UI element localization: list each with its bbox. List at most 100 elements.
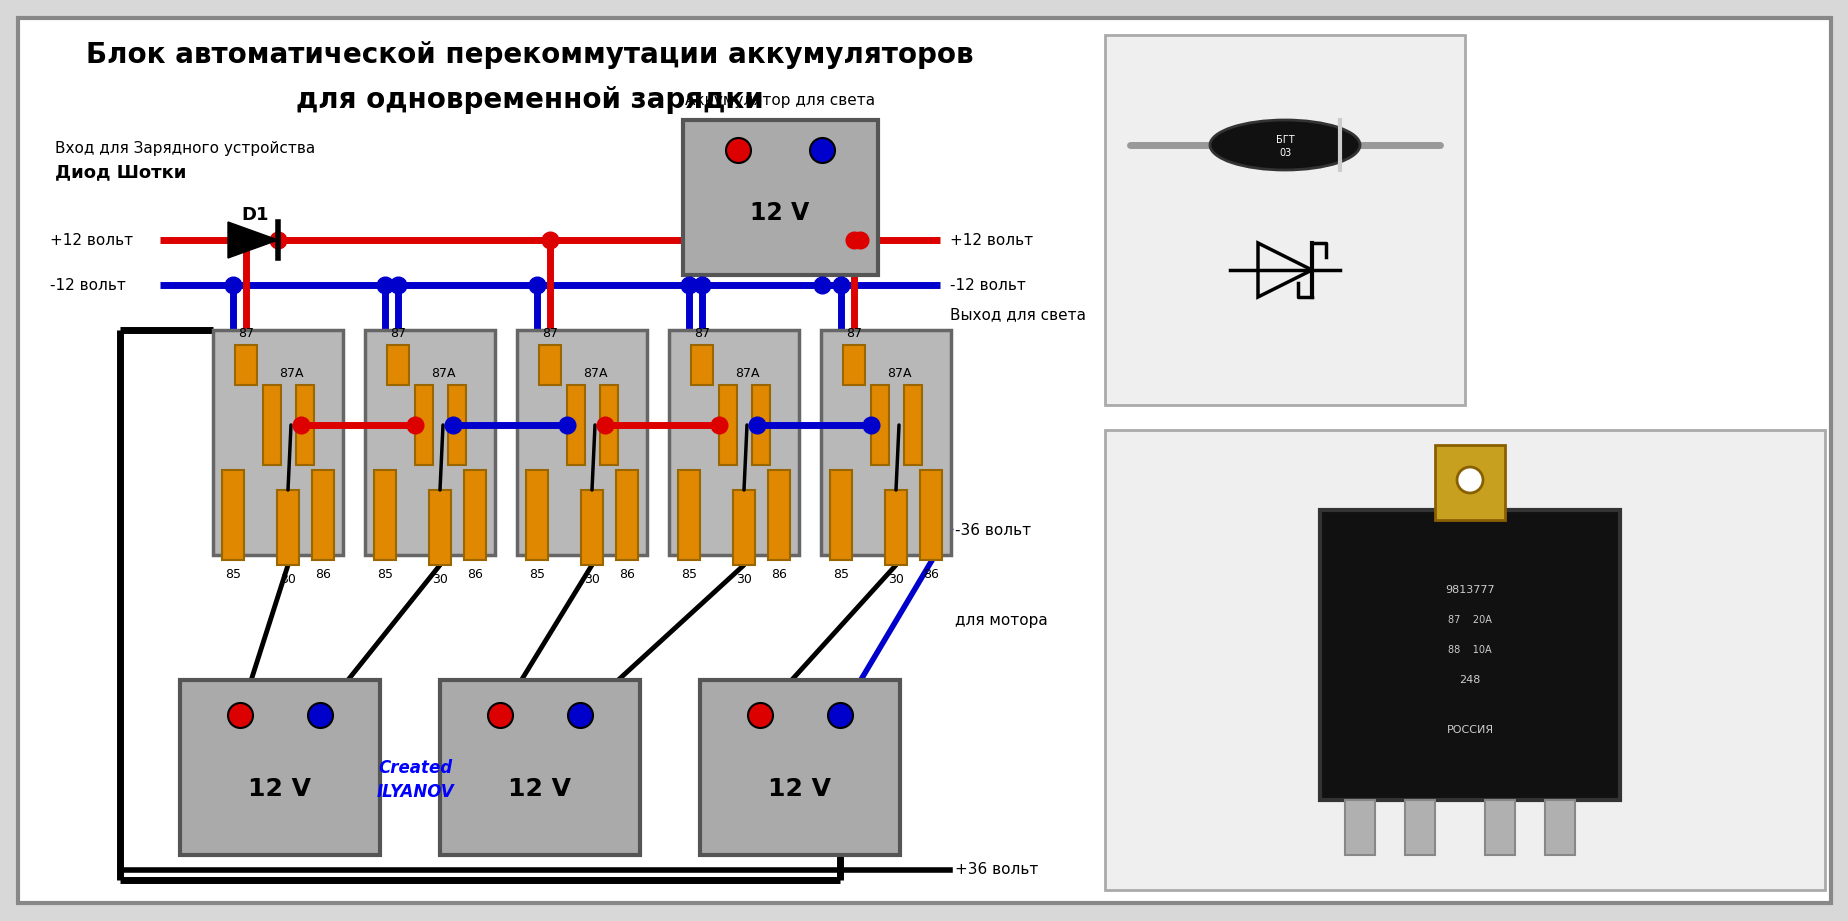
Text: Вход для Зарядного устройства: Вход для Зарядного устройства: [55, 141, 314, 156]
Text: Диод Шотки: Диод Шотки: [55, 163, 187, 181]
Text: 85: 85: [377, 568, 394, 581]
Bar: [1343, 800, 1375, 855]
Text: 86: 86: [314, 568, 331, 581]
Text: +12 вольт: +12 вольт: [50, 232, 133, 248]
Text: 87A: 87A: [279, 367, 303, 380]
Bar: [599, 385, 617, 465]
Text: 86: 86: [922, 568, 939, 581]
Bar: [904, 385, 922, 465]
Bar: [885, 490, 907, 565]
Bar: [682, 120, 878, 275]
Bar: [213, 330, 344, 555]
Text: 12 V: 12 V: [508, 776, 571, 800]
Ellipse shape: [1456, 467, 1482, 493]
Bar: [517, 330, 647, 555]
Text: +36 вольт: +36 вольт: [954, 862, 1039, 878]
Text: 30: 30: [887, 573, 904, 586]
Bar: [580, 490, 602, 565]
Text: 12 V: 12 V: [769, 776, 832, 800]
Text: -36 вольт: -36 вольт: [954, 522, 1031, 538]
Text: -12 вольт: -12 вольт: [50, 277, 126, 293]
Text: -12 вольт: -12 вольт: [950, 277, 1026, 293]
Bar: [312, 470, 334, 560]
Text: 87: 87: [846, 327, 861, 340]
Text: 9813777: 9813777: [1445, 585, 1493, 595]
Text: для одновременной зарядки: для одновременной зарядки: [296, 86, 763, 114]
Text: РОССИЯ: РОССИЯ: [1445, 725, 1493, 735]
Text: 87: 87: [541, 327, 558, 340]
Bar: [364, 330, 495, 555]
Bar: [414, 385, 432, 465]
Text: 87A: 87A: [734, 367, 760, 380]
Text: D1: D1: [240, 206, 268, 224]
Bar: [732, 490, 754, 565]
Bar: [429, 490, 451, 565]
Bar: [870, 385, 889, 465]
Text: 87: 87: [390, 327, 407, 340]
Bar: [821, 330, 950, 555]
Bar: [222, 470, 244, 560]
Bar: [1545, 800, 1574, 855]
Bar: [700, 680, 900, 855]
Bar: [1484, 800, 1514, 855]
Text: Блок автоматической перекоммутации аккумуляторов: Блок автоматической перекоммутации аккум…: [87, 41, 974, 69]
Text: Аккумулятор для света: Аккумулятор для света: [684, 93, 874, 108]
Bar: [719, 385, 737, 465]
Text: 12 V: 12 V: [750, 201, 809, 225]
Bar: [669, 330, 798, 555]
Text: 30: 30: [736, 573, 752, 586]
Bar: [262, 385, 281, 465]
Bar: [179, 680, 381, 855]
Text: 87: 87: [238, 327, 253, 340]
Bar: [373, 470, 395, 560]
Bar: [1105, 430, 1824, 890]
Ellipse shape: [1209, 120, 1360, 170]
Text: для мотора: для мотора: [954, 612, 1048, 627]
Text: +12 вольт: +12 вольт: [950, 232, 1033, 248]
Text: 30: 30: [279, 573, 296, 586]
Text: Created
ILYANOV: Created ILYANOV: [375, 759, 453, 800]
Text: 87A: 87A: [582, 367, 606, 380]
Bar: [464, 470, 486, 560]
Text: 86: 86: [771, 568, 787, 581]
Text: 248: 248: [1458, 675, 1480, 685]
Text: 85: 85: [225, 568, 240, 581]
Bar: [1319, 510, 1619, 800]
Text: 86: 86: [468, 568, 482, 581]
Bar: [615, 470, 638, 560]
Text: 88    10A: 88 10A: [1447, 645, 1491, 655]
Text: 87A: 87A: [887, 367, 911, 380]
Bar: [843, 345, 865, 385]
Text: 30: 30: [584, 573, 599, 586]
Bar: [830, 470, 852, 560]
Bar: [277, 490, 299, 565]
Bar: [447, 385, 466, 465]
Bar: [1404, 800, 1434, 855]
Bar: [540, 345, 560, 385]
Text: 03: 03: [1279, 148, 1290, 158]
Text: Выход для света: Выход для света: [950, 308, 1085, 322]
Bar: [525, 470, 547, 560]
Bar: [920, 470, 941, 560]
Text: 12 V: 12 V: [248, 776, 310, 800]
Text: 86: 86: [619, 568, 634, 581]
Text: 30: 30: [432, 573, 447, 586]
Polygon shape: [227, 222, 277, 258]
Bar: [1105, 35, 1464, 405]
Bar: [567, 385, 584, 465]
Text: 85: 85: [833, 568, 848, 581]
Bar: [767, 470, 789, 560]
Text: БГТ: БГТ: [1275, 135, 1294, 145]
Text: 87A: 87A: [431, 367, 455, 380]
Bar: [386, 345, 408, 385]
Bar: [691, 345, 713, 385]
Text: 85: 85: [680, 568, 697, 581]
Text: 87    20A: 87 20A: [1447, 615, 1491, 625]
Bar: [678, 470, 700, 560]
Text: 85: 85: [529, 568, 545, 581]
Bar: [752, 385, 769, 465]
Bar: [235, 345, 257, 385]
Bar: [1434, 445, 1504, 520]
Bar: [440, 680, 639, 855]
Bar: [296, 385, 314, 465]
